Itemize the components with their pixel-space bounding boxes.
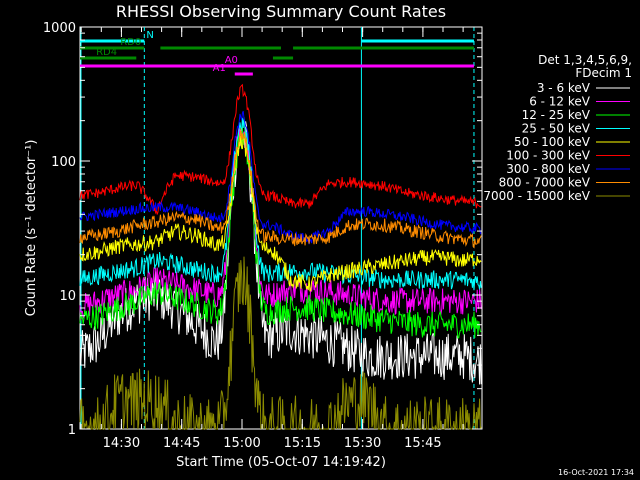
series-line-5 [79,83,482,215]
series-line-7 [79,128,482,249]
legend-entry-label: 3 - 6 keV [537,81,591,95]
series-line-3 [79,117,482,291]
y-tick-label: 1 [68,423,76,438]
series-line-4 [79,135,482,292]
x-tick-label: 14:45 [163,436,200,451]
annotation-label-a1: A1 [213,63,226,74]
y-tick-label: 1000 [43,21,76,36]
series-layer [79,83,482,430]
legend-entry-label: 6 - 12 keV [529,95,591,109]
legend-header-line-2: FDecim 1 [575,66,632,80]
x-tick-label: 15:15 [284,436,321,451]
legend-entry-label: 800 - 7000 keV [499,176,591,190]
x-tick-label: 14:30 [103,436,140,451]
legend-entry-label: 7000 - 15000 keV [483,189,590,203]
y-axis: 1 10 100 1000 [43,21,482,438]
legend-entry-label: 25 - 50 keV [522,122,591,136]
annotation-label-n: N [146,30,153,41]
y-axis-label: Count Rate (s⁻¹ detector⁻¹) [24,140,39,317]
annotation-label-rd4: RD4 [96,47,117,58]
legend-entry-label: 12 - 25 keV [522,108,591,122]
legend-entry-label: 300 - 800 keV [506,162,590,176]
annotation-label-rd0: RD0 [120,37,141,48]
series-line-8 [79,256,482,430]
generated-timestamp: 16-Oct-2021 17:34 [558,468,634,477]
x-axis: 14:30 14:45 15:00 15:15 15:30 15:45 [80,27,464,451]
x-tick-label: 15:30 [344,436,381,451]
y-tick-label: 10 [59,289,76,304]
y-tick-label: 100 [51,155,76,170]
legend-entry-label: 50 - 100 keV [514,135,591,149]
annotation-label-a0: A0 [225,55,238,66]
x-axis-label: Start Time (05-Oct-07 14:19:42) [176,455,386,470]
x-tick-label: 15:00 [223,436,260,451]
series-line-6 [79,110,482,245]
series-line-2 [79,126,482,339]
chart-title: RHESSI Observing Summary Count Rates [116,2,446,21]
x-tick-label: 15:45 [404,436,441,451]
legend-entry-label: 100 - 300 keV [506,149,590,163]
legend-header-line-1: Det 1,3,4,5,6,9, [538,53,632,67]
